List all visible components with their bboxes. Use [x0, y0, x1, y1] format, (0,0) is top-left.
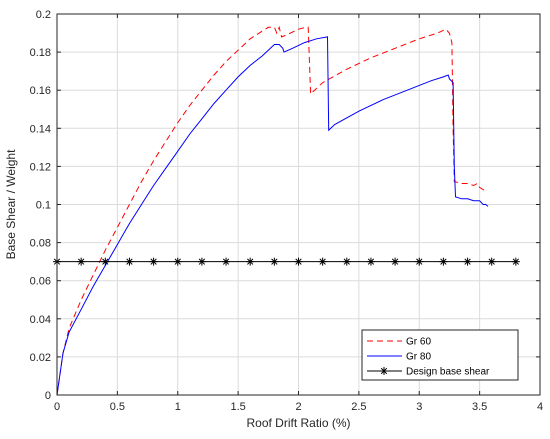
x-axis: 0 0.5 1 1.5 2 2.5 3 3.5 4 [54, 14, 543, 413]
grid [56, 13, 541, 396]
design-shear-marker [366, 257, 375, 266]
design-shear-marker [101, 257, 110, 266]
x-tick-label: 2.5 [351, 401, 366, 413]
legend-entry: Design base shear [367, 367, 490, 378]
y-tick-label: 0.02 [30, 352, 51, 364]
y-tick-label: 0.2 [36, 9, 51, 21]
x-tick-label: 0 [54, 401, 60, 413]
legend-entry: Gr 80 [367, 352, 431, 363]
design-shear-marker [197, 257, 206, 266]
design-shear-marker [222, 257, 231, 266]
legend: Gr 60 Gr 80 Design base shear [361, 329, 519, 381]
design-shear-marker [391, 257, 400, 266]
x-tick-label: 3 [416, 401, 422, 413]
x-tick-label: 1.5 [230, 401, 245, 413]
design-shear-marker [149, 257, 158, 266]
y-tick-label: 0 [45, 390, 51, 402]
design-shear-marker [270, 257, 279, 266]
series-line-1 [56, 36, 489, 396]
design-shear-marker [511, 257, 520, 266]
plot-area [53, 25, 520, 396]
y-tick-label: 0.16 [30, 85, 51, 97]
design-shear-marker [294, 257, 303, 266]
design-shear-marker [487, 257, 496, 266]
legend-label: Design base shear [406, 367, 490, 378]
design-shear-marker [415, 257, 424, 266]
y-tick-label: 0.12 [30, 161, 51, 173]
design-shear-marker [342, 257, 351, 266]
x-tick-label: 0.5 [110, 401, 125, 413]
y-axis: 0 0.02 0.04 0.06 0.08 0.1 0.12 0.14 0.16 0.18 0.2 [30, 9, 540, 402]
x-tick-label: 4 [537, 401, 543, 413]
design-shear-marker [173, 257, 182, 266]
design-shear-marker [463, 257, 472, 266]
y-tick-label: 0.1 [36, 200, 51, 212]
design-shear-marker [77, 257, 86, 266]
y-tick-label: 0.14 [30, 123, 51, 135]
y-tick-label: 0.04 [30, 314, 51, 326]
design-shear-marker [318, 257, 327, 266]
y-tick-label: 0.08 [30, 238, 51, 250]
x-tick-label: 3.5 [472, 401, 487, 413]
y-tick-label: 0.18 [30, 47, 51, 59]
legend-entry: Gr 60 [367, 337, 431, 348]
x-axis-label: Roof Drift Ratio (%) [246, 416, 350, 430]
legend-box [361, 329, 519, 381]
design-shear-marker [125, 257, 134, 266]
design-shear-marker [380, 367, 388, 375]
design-shear-marker [439, 257, 448, 266]
design-shear-marker [246, 257, 255, 266]
legend-label: Gr 60 [406, 337, 431, 348]
y-axis-label: Base Shear / Weight [4, 149, 18, 260]
y-tick-label: 0.06 [30, 276, 51, 288]
legend-label: Gr 80 [406, 352, 431, 363]
x-tick-label: 2 [295, 401, 301, 413]
x-tick-label: 1 [175, 401, 181, 413]
